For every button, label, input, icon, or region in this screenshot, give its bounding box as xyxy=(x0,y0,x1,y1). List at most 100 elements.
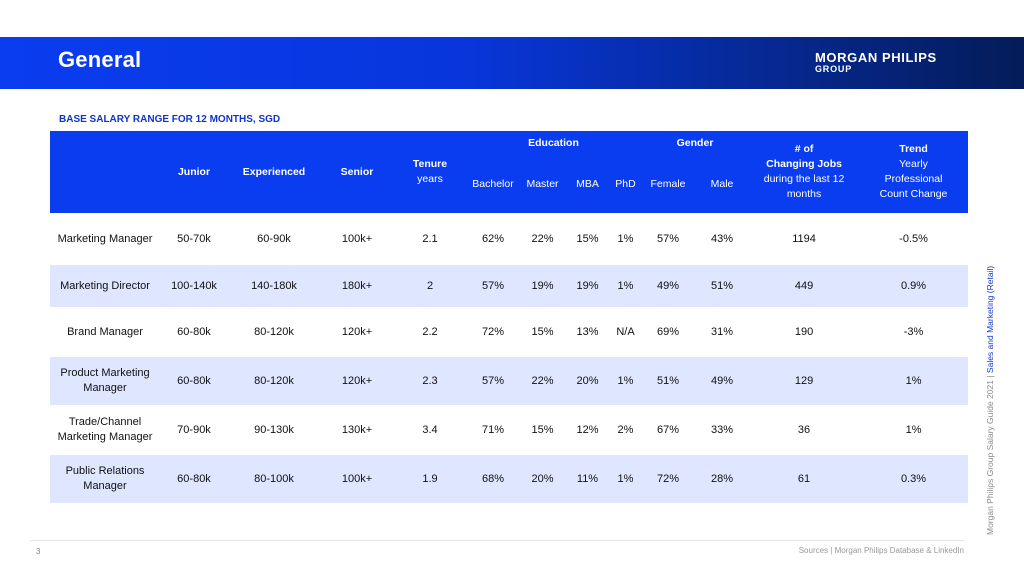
cell-jobs: 449 xyxy=(749,265,860,307)
cell-experienced: 80-100k xyxy=(228,455,320,503)
header-role xyxy=(50,131,160,213)
role-title-line: Manager xyxy=(83,382,127,394)
cell-trend: 1% xyxy=(859,405,969,455)
cell-master: 15% xyxy=(520,405,565,455)
page-title: General xyxy=(58,47,142,72)
side-caption-highlight: Sales and Marketing (Retail) xyxy=(985,265,995,374)
cell-role: Public Relations Manager xyxy=(50,455,160,503)
role-title-line: Manager xyxy=(83,480,127,492)
cell-female: 57% xyxy=(641,213,696,265)
cell-role: Brand Manager xyxy=(50,307,160,357)
cell-junior: 60-80k xyxy=(160,357,228,405)
header-experienced: Experienced xyxy=(228,131,320,213)
cell-female: 51% xyxy=(641,357,696,405)
footer-divider xyxy=(30,540,964,541)
role-title-line: Brand Manager xyxy=(67,325,143,338)
cell-experienced: 60-90k xyxy=(228,213,320,265)
cell-senior: 100k+ xyxy=(320,213,394,265)
table-row: Public Relations Manager 60-80k 80-100k 100k… xyxy=(50,455,969,503)
header-jobs-line2: Changing Jobs xyxy=(766,158,842,170)
header-tenure: Tenure years xyxy=(394,131,466,213)
cell-role: Trade/Channel Marketing Manager xyxy=(50,405,160,455)
header-banner xyxy=(0,37,1024,89)
cell-phd: 1% xyxy=(610,357,642,405)
role-title-line: Marketing Director xyxy=(60,279,150,292)
cell-male: 31% xyxy=(695,307,750,357)
role-title-line: Marketing Manager xyxy=(57,431,153,443)
cell-jobs: 129 xyxy=(749,357,860,405)
cell-junior: 60-80k xyxy=(160,307,228,357)
cell-senior: 120k+ xyxy=(320,307,394,357)
cell-experienced: 80-120k xyxy=(228,307,320,357)
cell-experienced: 80-120k xyxy=(228,357,320,405)
cell-junior: 60-80k xyxy=(160,455,228,503)
cell-tenure: 2 xyxy=(394,265,466,307)
header-tenure-line2: years xyxy=(417,173,443,185)
cell-experienced: 90-130k xyxy=(228,405,320,455)
header-jobs-line3: during the last 12 xyxy=(763,173,845,185)
cell-junior: 100-140k xyxy=(160,265,228,307)
cell-junior: 70-90k xyxy=(160,405,228,455)
cell-male: 49% xyxy=(695,357,750,405)
cell-tenure: 2.3 xyxy=(394,357,466,405)
cell-tenure: 3.4 xyxy=(394,405,466,455)
header-trend-line1: Trend xyxy=(899,143,928,155)
sources-note: Sources | Morgan Philips Database & Link… xyxy=(798,546,964,555)
cell-jobs: 36 xyxy=(749,405,860,455)
cell-experienced: 140-180k xyxy=(228,265,320,307)
header-changing-jobs: # of Changing Jobs during the last 12 mo… xyxy=(749,131,860,213)
role-title-line: Trade/Channel xyxy=(68,416,142,428)
header-gender: Gender xyxy=(641,131,750,155)
table-row: Marketing Manager 50-70k 60-90k 100k+ 2.1 62%… xyxy=(50,213,969,265)
cell-senior: 130k+ xyxy=(320,405,394,455)
cell-female: 67% xyxy=(641,405,696,455)
cell-trend: 0.3% xyxy=(859,455,969,503)
cell-master: 22% xyxy=(520,357,565,405)
cell-female: 69% xyxy=(641,307,696,357)
header-trend: Trend Yearly Professional Count Change xyxy=(859,131,969,213)
header-trend-line2: Yearly xyxy=(899,158,928,170)
cell-mba: 13% xyxy=(565,307,610,357)
table-subtitle: BASE SALARY RANGE FOR 12 MONTHS, SGD xyxy=(59,114,281,125)
cell-master: 20% xyxy=(520,455,565,503)
cell-male: 33% xyxy=(695,405,750,455)
cell-phd: 1% xyxy=(610,213,642,265)
cell-senior: 100k+ xyxy=(320,455,394,503)
cell-trend: -0.5% xyxy=(859,213,969,265)
header-education: Education xyxy=(466,131,642,155)
side-caption-main: Morgan Philips Group Salary Guide 2021 | xyxy=(985,373,995,535)
role-title-line: Marketing Manager xyxy=(57,232,153,245)
logo-line1: MORGAN PHILIPS xyxy=(815,50,937,65)
cell-mba: 11% xyxy=(565,455,610,503)
cell-jobs: 1194 xyxy=(749,213,860,265)
cell-phd: N/A xyxy=(610,307,642,357)
header-trend-line4: Count Change xyxy=(879,188,948,200)
cell-female: 49% xyxy=(641,265,696,307)
cell-mba: 20% xyxy=(565,357,610,405)
cell-trend: 0.9% xyxy=(859,265,969,307)
header-jobs-line1: # of xyxy=(794,143,814,155)
logo-line2: GROUP xyxy=(815,64,853,74)
table-row: Marketing Director 100-140k 140-180k 180k+ 2… xyxy=(50,265,969,307)
header-bachelor: Bachelor xyxy=(466,155,520,213)
cell-junior: 50-70k xyxy=(160,213,228,265)
cell-bachelor: 71% xyxy=(466,405,520,455)
role-title-line: Public Relations xyxy=(65,465,145,477)
table-row: Product Marketing Manager 60-80k 80-120k 120… xyxy=(50,357,969,405)
header-female: Female xyxy=(641,155,696,213)
table-row: Trade/Channel Marketing Manager 70-90k 90-1… xyxy=(50,405,969,455)
header-male: Male xyxy=(695,155,750,213)
side-caption: Morgan Philips Group Salary Guide 2021 |… xyxy=(985,266,995,535)
role-title-line: Product Marketing xyxy=(60,367,150,379)
cell-male: 28% xyxy=(695,455,750,503)
cell-trend: -3% xyxy=(859,307,969,357)
header-junior: Junior xyxy=(160,131,228,213)
header-tenure-line1: Tenure xyxy=(412,158,448,170)
cell-role: Product Marketing Manager xyxy=(50,357,160,405)
cell-senior: 120k+ xyxy=(320,357,394,405)
cell-trend: 1% xyxy=(859,357,969,405)
cell-male: 43% xyxy=(695,213,750,265)
cell-mba: 19% xyxy=(565,265,610,307)
cell-jobs: 190 xyxy=(749,307,860,357)
header-phd: PhD xyxy=(610,155,642,213)
